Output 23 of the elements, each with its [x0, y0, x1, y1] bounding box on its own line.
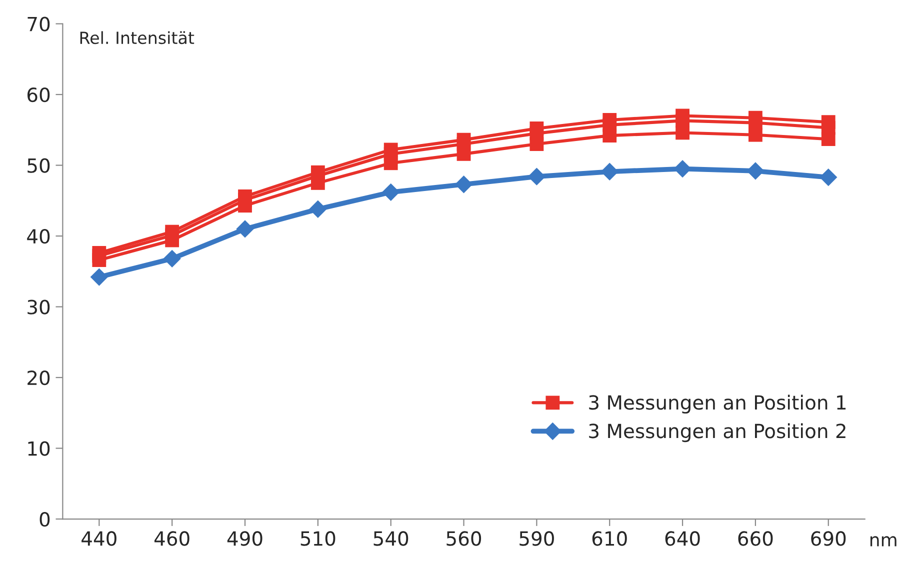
x-tick-label: 440: [82, 531, 116, 546]
y-tick-label: 0: [40, 512, 50, 527]
x-tick-label: 640: [665, 531, 700, 546]
x-tick-label: 490: [227, 531, 262, 546]
x-axis-title: nm: [870, 536, 896, 546]
x-tick-label: 660: [738, 531, 773, 546]
y-tick-label: 20: [28, 370, 50, 386]
y-tick-label: 70: [28, 16, 50, 32]
x-tick-label: 540: [374, 531, 408, 546]
legend-label: 3 Messungen an Position 1: [589, 394, 846, 414]
y-tick-label: 40: [27, 228, 50, 244]
y-tick-label: 60: [28, 87, 50, 102]
x-tick-label: 610: [592, 531, 627, 546]
x-tick-label: 560: [446, 531, 482, 546]
x-tick-label: 590: [520, 531, 554, 546]
y-axis-title: Rel. Intensität: [80, 31, 194, 44]
y-tick-label: 30: [28, 300, 50, 314]
y-tick-label: 50: [28, 158, 50, 173]
x-tick-label: 690: [811, 531, 846, 546]
x-tick-label: 460: [154, 531, 190, 546]
y-tick-label: 10: [28, 441, 50, 456]
x-tick-label: 510: [300, 531, 336, 546]
legend-label: 3 Messungen an Position 2: [589, 423, 846, 442]
